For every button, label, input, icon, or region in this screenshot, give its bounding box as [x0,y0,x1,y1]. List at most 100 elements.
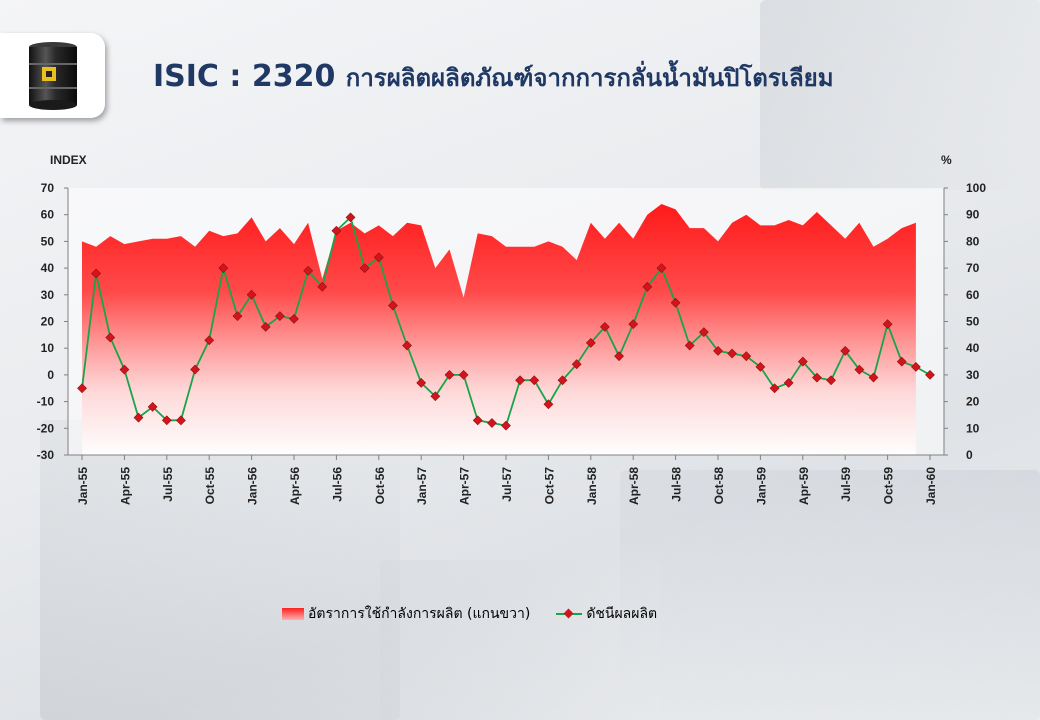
series-index-point [797,356,808,367]
x-tick-label: Jul-56 [330,467,344,502]
series-index-point [218,263,229,274]
series-index-point [289,313,299,324]
x-tick-label: Jan-55 [76,467,90,505]
x-tick-label: Apr-57 [458,467,472,505]
series-index-point [840,345,851,356]
page-title: ISIC : 2320 การผลิตผลิตภัณฑ์จากการกลั่นน… [153,58,834,97]
series-index-point [190,364,200,375]
series-index-point [472,415,483,426]
series-index-point [487,418,497,428]
series-index-point [600,321,610,332]
series-index-point [656,263,667,273]
series-index-point [246,289,257,300]
legend-label-capacity: อัตราการใช้กำลังการผลิต (แกนขวา) [308,606,531,622]
legend-label-index: ดัชนีผลผลิต [586,606,658,622]
series-index-point [275,311,285,322]
left-tick-label: 40 [41,261,55,275]
left-tick-label: 0 [47,368,54,382]
series-index-point [670,297,681,308]
left-tick-label: 30 [41,288,55,302]
series-index-point [91,268,101,279]
right-tick-label: 50 [966,315,980,329]
series-index-point [430,391,441,402]
title-thai: การผลิตผลิตภัณฑ์จากการกลั่นน้ำมันปิโตรเล… [345,64,834,92]
x-tick-label: Jan-58 [585,467,599,505]
x-tick-label: Jul-57 [500,467,514,502]
series-index-point [303,265,314,276]
series-index-point [501,420,511,431]
legend-line-swatch [556,608,583,620]
legend-item-index: ดัชนีผลผลิต [556,603,657,625]
series-index-point [161,415,172,426]
x-tick-label: Jul-59 [839,467,853,502]
right-tick-label: 70 [966,261,980,275]
series-index-point [260,321,271,332]
series-index-point [896,356,907,367]
series-index-point [317,281,328,292]
series-index-point [628,319,639,330]
series-index-point [77,383,87,394]
series-index-point [585,337,596,348]
left-tick-label: 50 [41,234,55,248]
series-index-point [176,415,186,426]
series-index-point [444,369,455,380]
series-capacity-area [82,204,916,455]
right-tick-label: 80 [966,234,980,248]
x-tick-label: Oct-56 [373,467,387,505]
series-index-point [868,372,879,383]
right-tick-label: 100 [966,181,986,195]
left-tick-label: 10 [41,341,55,355]
series-index-point [515,375,525,386]
x-tick-label: Oct-57 [542,467,556,505]
left-axis-title: INDEX [50,153,87,167]
series-index-point [699,327,709,338]
x-tick-label: Jul-55 [161,467,175,502]
series-index-point [232,311,243,322]
series-index-point [105,332,116,343]
x-tick-label: Oct-58 [712,467,726,505]
series-index-point [925,370,935,380]
left-tick-label: 20 [41,315,55,329]
series-index-point [882,319,893,330]
x-tick-label: Oct-55 [203,467,217,505]
series-index-point [119,364,130,375]
series-index-point [345,212,356,223]
legend: อัตราการใช้กำลังการผลิต (แกนขวา) ดัชนีผล… [282,603,683,625]
right-tick-label: 30 [966,368,980,382]
series-index-point [642,281,653,292]
series-index-point [458,370,469,380]
series-index-point [727,348,737,359]
legend-area-swatch [282,608,304,620]
right-tick-label: 60 [966,288,980,302]
series-index-point [713,345,723,356]
series-index-point [204,335,215,346]
x-tick-label: Jan-60 [924,467,938,505]
series-index-point [402,340,412,351]
x-tick-label: Jul-58 [670,467,684,502]
series-index-point [614,351,624,362]
series-index-point [359,263,370,273]
legend-item-capacity: อัตราการใช้กำลังการผลิต (แกนขวา) [282,603,530,625]
x-tick-label: Apr-55 [118,467,132,505]
left-tick-label: -10 [37,395,55,409]
right-tick-label: 40 [966,341,980,355]
left-tick-label: 70 [41,181,55,195]
series-index-point [826,375,836,386]
right-tick-label: 10 [966,421,980,435]
production-chart: 706050403020100-10-20-301009080706050403… [37,153,987,505]
right-tick-label: 90 [966,208,980,222]
series-index-point [529,375,540,386]
series-index-point [147,402,158,412]
series-index-point [133,412,144,423]
title-code: ISIC : 2320 [153,59,336,94]
series-index-point [684,340,695,351]
series-index-point [373,252,384,263]
series-index-point [854,364,865,375]
series-index-point [543,399,554,410]
left-tick-label: 60 [41,208,55,222]
series-index-point [557,375,568,386]
series-index-point [741,351,752,362]
series-index-point [812,372,822,383]
left-tick-label: -30 [37,448,55,462]
